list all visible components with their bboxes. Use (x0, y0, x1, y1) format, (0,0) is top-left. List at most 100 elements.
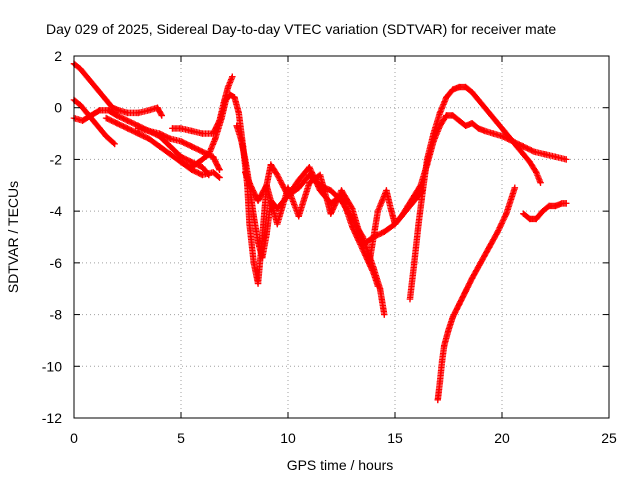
data-point (359, 241, 367, 248)
x-tick-label: 20 (494, 430, 510, 446)
data-point (494, 228, 501, 236)
data-point (188, 127, 195, 135)
data-point (398, 213, 405, 220)
data-point (381, 311, 388, 318)
data-point (513, 143, 521, 150)
data-point (231, 94, 238, 101)
y-tick-label: -4 (50, 203, 63, 219)
data-point (250, 213, 257, 220)
data-point (370, 270, 377, 277)
data-point (419, 187, 427, 194)
data-point (456, 301, 463, 308)
data-point (233, 122, 240, 130)
series-sat-m (520, 200, 570, 223)
data-point (169, 125, 176, 132)
data-point (349, 223, 356, 230)
data-point (306, 163, 313, 171)
data-point (327, 187, 334, 194)
data-point (267, 161, 275, 168)
y-tick-label: 0 (54, 100, 62, 116)
x-tick-label: 15 (387, 430, 403, 446)
data-point (537, 179, 544, 186)
data-point (111, 140, 118, 148)
data-point (284, 184, 292, 192)
data-point (96, 89, 103, 96)
data-point (391, 220, 399, 228)
data-point (224, 83, 232, 91)
data-point (235, 109, 242, 117)
data-point (77, 65, 84, 73)
data-point (552, 202, 559, 210)
data-point (199, 148, 206, 155)
data-point (246, 220, 253, 228)
series-sat-l (434, 184, 519, 404)
series-sat-e (135, 125, 223, 173)
plot-frame (73, 55, 610, 419)
data-point (96, 125, 103, 132)
data-point (541, 151, 548, 158)
data-point (475, 96, 482, 104)
data-point (254, 197, 262, 204)
data-point (263, 182, 270, 189)
data-point (154, 104, 161, 111)
y-tick-label: -2 (50, 151, 63, 167)
data-point (167, 143, 174, 150)
data-point (563, 200, 570, 207)
data-point (520, 210, 527, 217)
data-point (423, 156, 431, 163)
data-point (145, 107, 153, 114)
data-point (316, 171, 324, 179)
data-point (481, 127, 489, 135)
data-point (248, 184, 255, 192)
data-point (449, 86, 456, 93)
data-point (436, 109, 444, 117)
data-point (533, 169, 540, 176)
data-point (374, 207, 382, 215)
data-point (242, 156, 249, 163)
data-point (102, 114, 110, 122)
data-point (406, 295, 414, 303)
data-point (156, 130, 163, 137)
data-series (70, 60, 570, 404)
data-point (438, 357, 446, 365)
data-point (113, 112, 120, 119)
data-point (485, 244, 493, 251)
series-sat-b (70, 96, 118, 148)
data-point (520, 151, 527, 158)
data-point (295, 176, 302, 184)
data-point (124, 125, 131, 132)
data-point (274, 220, 281, 228)
data-point (494, 120, 501, 127)
data-point (507, 135, 514, 142)
data-point (430, 130, 437, 137)
data-point (387, 205, 394, 212)
x-tick-label: 25 (601, 430, 617, 446)
data-point (90, 117, 97, 124)
data-point (445, 326, 452, 334)
data-point (411, 259, 418, 267)
data-point (227, 91, 234, 98)
data-point (327, 210, 334, 217)
data-point (145, 127, 153, 135)
data-point (237, 135, 245, 142)
data-point (135, 125, 142, 132)
data-point (212, 135, 219, 142)
data-point (378, 197, 386, 204)
data-point (199, 130, 206, 137)
y-tick-label: -8 (50, 307, 63, 323)
data-point (229, 73, 236, 80)
data-point (199, 156, 206, 163)
data-point (158, 112, 165, 119)
series-sat-a (70, 60, 165, 119)
data-point (374, 282, 382, 290)
data-point (205, 151, 213, 158)
data-point (481, 104, 489, 111)
data-point (441, 342, 448, 349)
data-point (135, 109, 142, 117)
data-point (449, 112, 456, 119)
data-point (87, 112, 95, 119)
data-point (552, 153, 559, 161)
data-point (511, 184, 519, 192)
data-point (254, 280, 262, 287)
data-point (498, 132, 506, 140)
